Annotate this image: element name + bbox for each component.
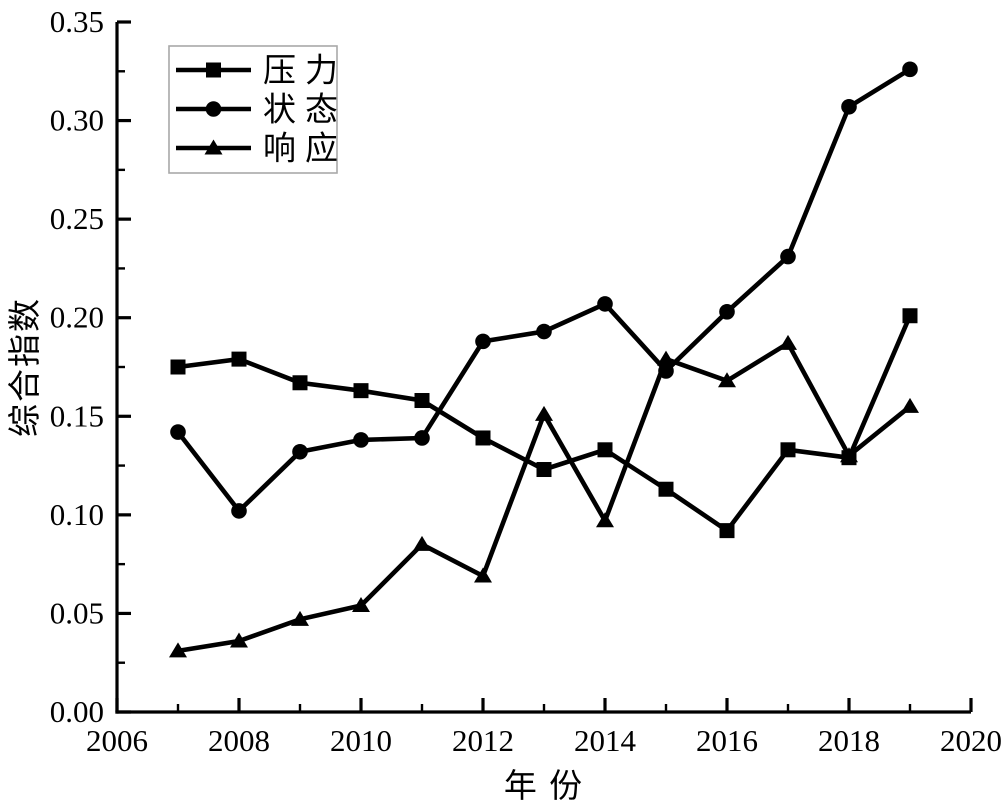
circle-marker	[170, 424, 186, 440]
square-marker	[658, 481, 674, 497]
series-line-3	[177, 340, 912, 654]
legend-triangle-marker-icon	[204, 139, 223, 155]
circle-marker	[353, 432, 369, 448]
legend-square-marker-icon	[206, 62, 221, 78]
series-状态	[170, 61, 918, 519]
square-marker	[414, 393, 430, 409]
square-marker	[536, 462, 552, 478]
triangle-marker	[535, 405, 553, 421]
triangle-marker	[657, 350, 675, 366]
square-marker	[292, 375, 308, 391]
triangle-marker	[352, 597, 370, 613]
circle-marker	[719, 304, 735, 320]
x-tick-label: 2012	[452, 723, 514, 758]
y-tick-label: 0.25	[50, 201, 104, 236]
series-响应	[169, 334, 919, 658]
square-marker	[719, 523, 735, 539]
triangle-marker	[474, 567, 492, 583]
triangle-marker	[901, 397, 919, 413]
legend-item-压力: 压力	[176, 53, 347, 90]
triangle-marker	[291, 610, 309, 626]
square-marker	[780, 442, 796, 458]
square-marker	[231, 351, 247, 367]
y-axis-label: 综合指数	[7, 297, 44, 437]
circle-marker	[902, 61, 918, 78]
circle-marker	[597, 296, 613, 312]
triangle-marker	[718, 372, 736, 388]
x-tick-label: 2016	[696, 723, 758, 758]
y-tick-label: 0.20	[50, 300, 104, 335]
circle-marker	[414, 430, 430, 446]
square-marker	[170, 359, 186, 375]
x-tick-label: 2006	[86, 723, 148, 758]
y-tick-label: 0.10	[50, 497, 104, 532]
x-tick-label: 2010	[330, 723, 392, 758]
legend-item-响应: 响应	[176, 131, 347, 168]
triangle-marker	[169, 642, 187, 658]
y-tick-label: 0.15	[50, 398, 104, 433]
y-tick-label: 0.35	[50, 4, 104, 39]
x-tick-label: 2008	[208, 723, 270, 758]
y-tick-label: 0.05	[50, 595, 104, 630]
legend-label: 状态	[263, 92, 347, 129]
triangle-marker	[596, 512, 614, 528]
x-axis-label: 年 份	[504, 768, 584, 805]
axes	[115, 20, 973, 714]
square-marker	[353, 383, 369, 399]
triangle-marker	[413, 535, 431, 551]
circle-marker	[841, 98, 857, 115]
series-压力	[170, 308, 918, 539]
y-tick-label: 0.30	[50, 103, 104, 138]
y-tick-label: 0.00	[50, 694, 104, 729]
circle-marker	[475, 333, 491, 350]
circle-marker	[231, 503, 247, 519]
legend-item-状态: 状态	[176, 92, 347, 129]
square-marker	[475, 430, 491, 446]
x-tick-label: 2018	[818, 723, 880, 758]
triangle-marker	[779, 334, 797, 350]
square-marker	[597, 442, 613, 458]
triangle-marker	[230, 632, 248, 648]
series-line-1	[177, 314, 913, 534]
legend-label: 响应	[263, 131, 347, 168]
circle-marker	[780, 248, 796, 265]
legend-circle-marker-icon	[205, 101, 222, 117]
circle-marker	[536, 323, 552, 340]
square-marker	[902, 308, 918, 324]
x-tick-label: 2020	[940, 723, 1002, 758]
circle-marker	[292, 443, 308, 460]
x-tick-label: 2014	[574, 723, 637, 758]
legend-label: 压力	[263, 53, 347, 90]
triangle-marker	[840, 447, 858, 463]
